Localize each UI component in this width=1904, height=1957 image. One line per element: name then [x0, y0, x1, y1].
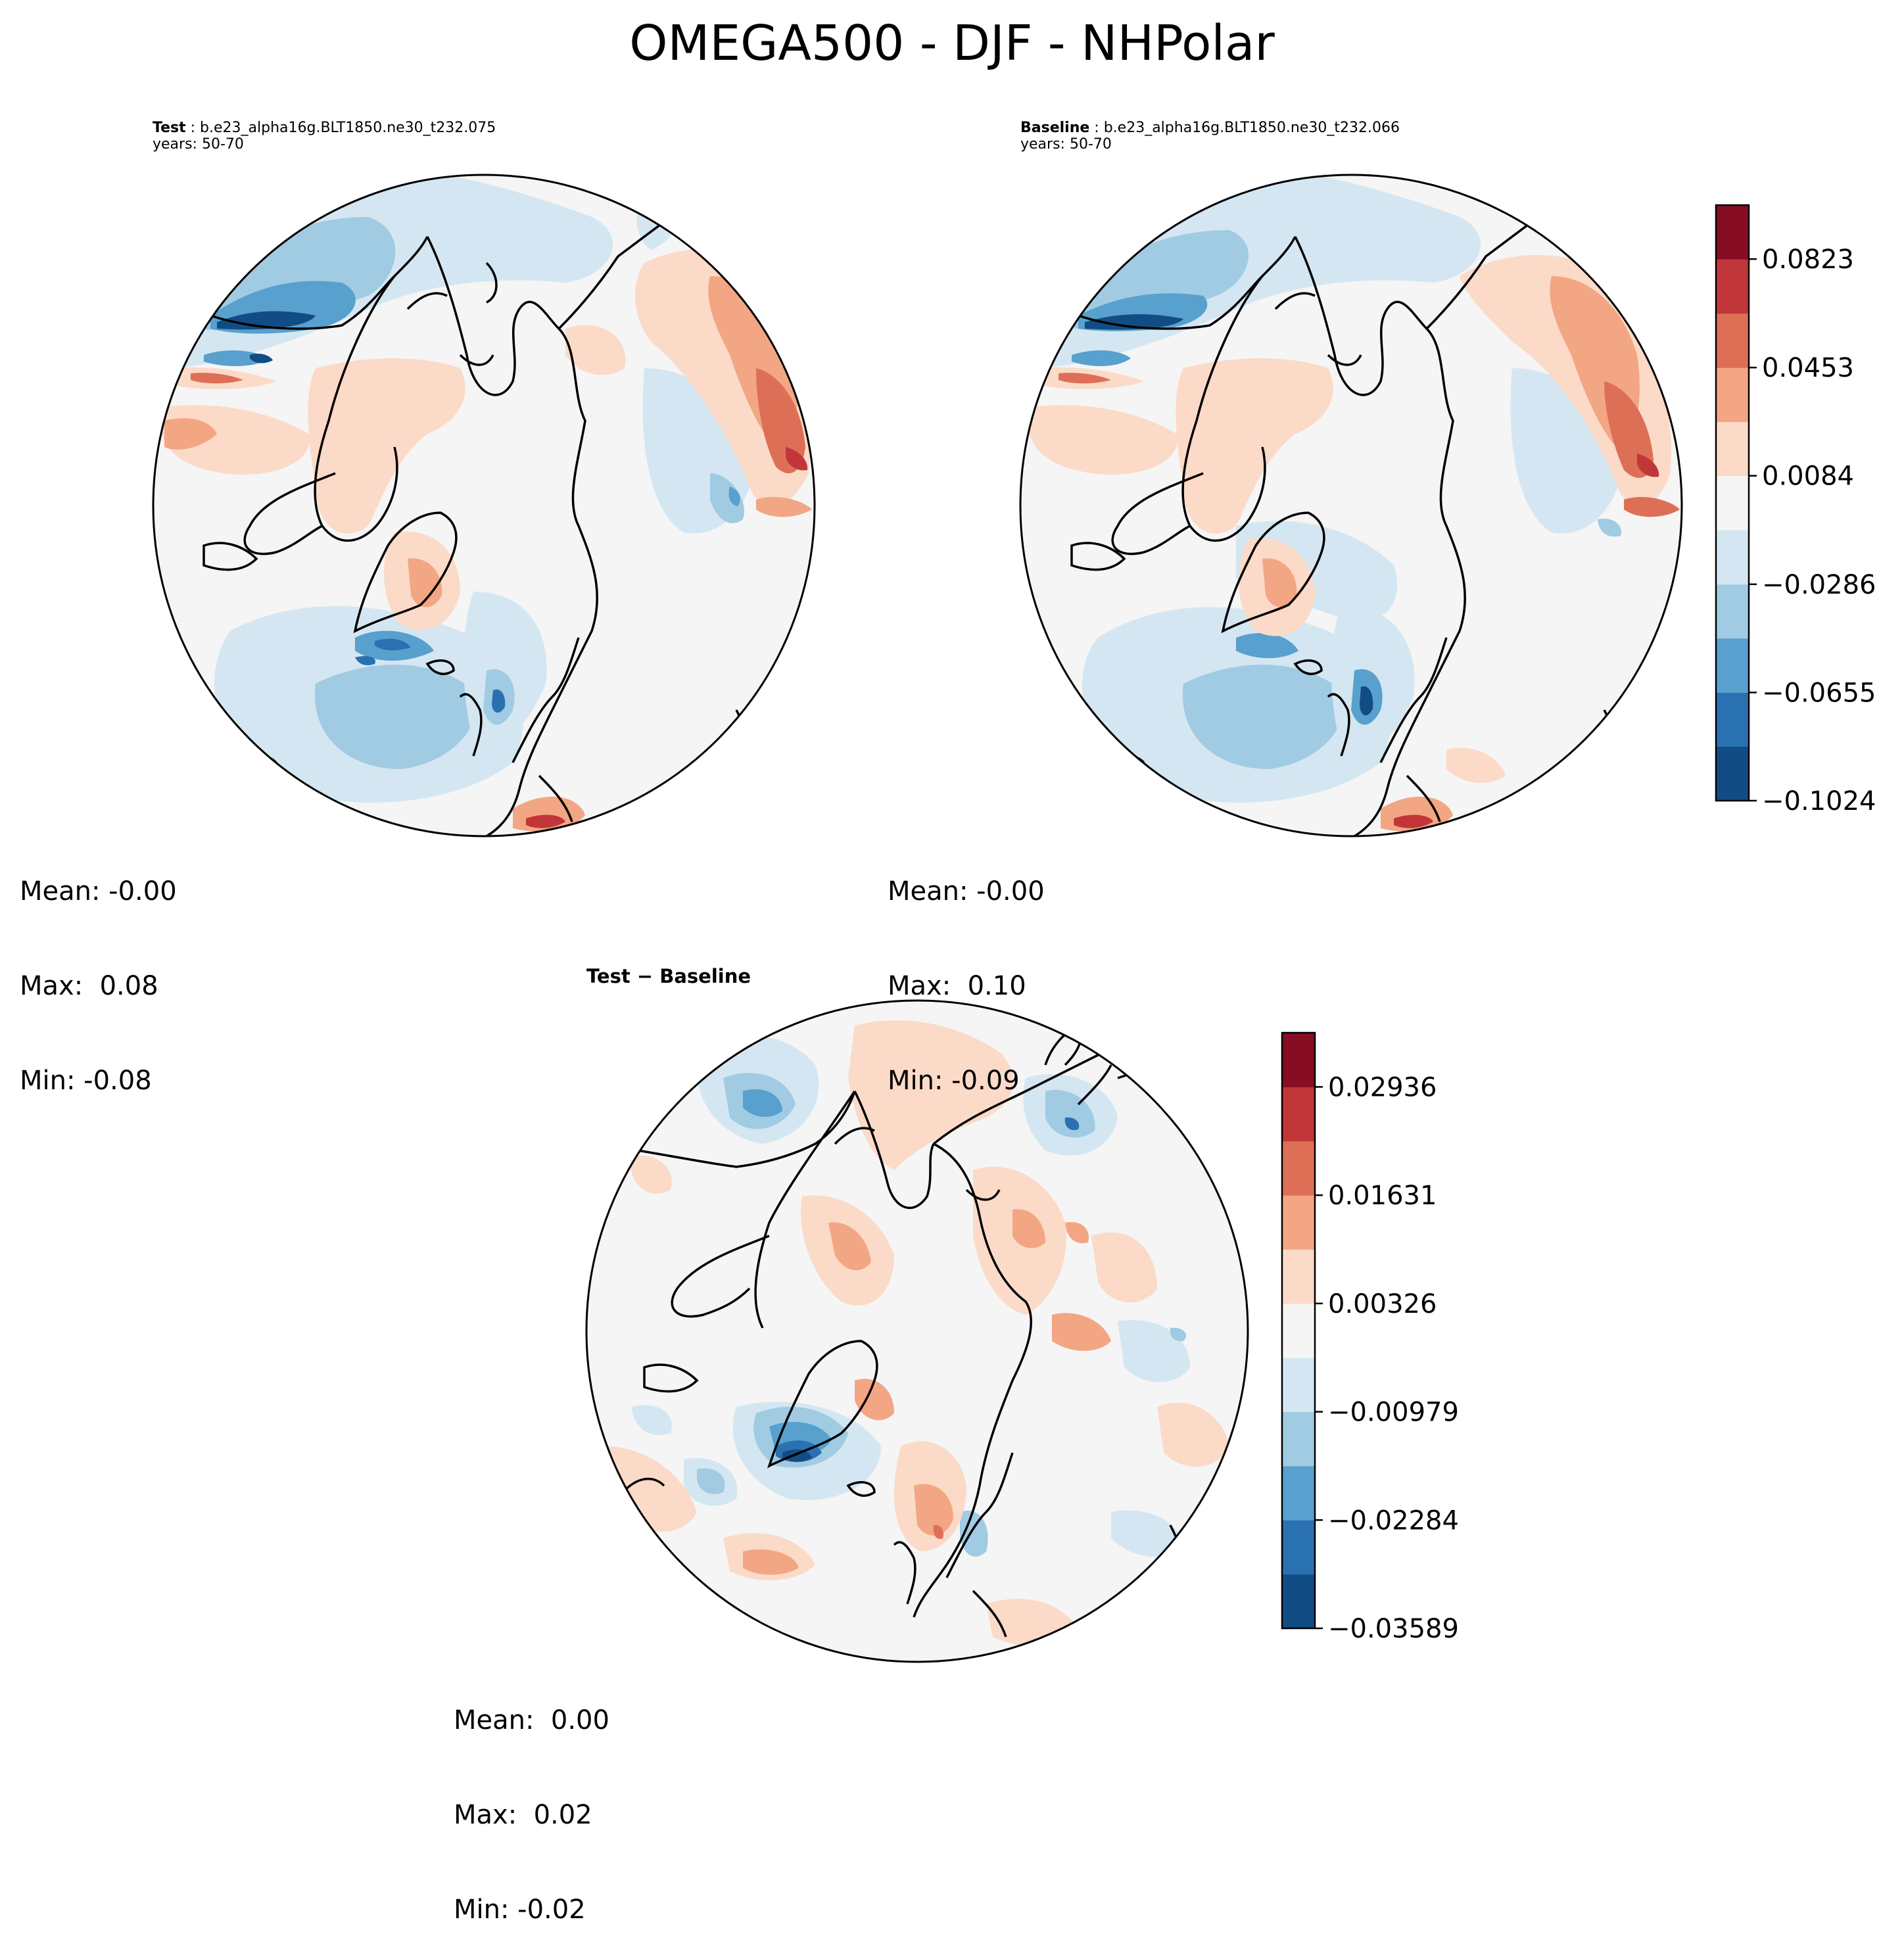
diff-map-field [586, 1001, 1248, 1662]
diff-colorbar-tick-label: 0.01631 [1328, 1181, 1437, 1211]
main-colorbar-segment [1716, 421, 1749, 477]
diff-colorbar: −0.03589 −0.02284 −0.00979 0.00326 0.01631 0.… [1281, 1031, 1459, 1644]
test-years: years: 50-70 [153, 136, 244, 153]
test-min: Min: -0.08 [20, 1066, 152, 1096]
main-colorbar-tick-label: 0.0084 [1762, 461, 1854, 492]
test-case-name: b.e23_alpha16g.BLT1850.ne30_t232.075 [200, 120, 496, 136]
main-colorbar-segment [1716, 692, 1749, 747]
main-colorbar-tick-label: −0.1024 [1762, 786, 1876, 816]
main-colorbar-segment [1716, 313, 1749, 368]
diff-map-boundary [585, 999, 1249, 1663]
diff-colorbar-tick-label: 0.00326 [1328, 1289, 1437, 1319]
diff-colorbar-tick-label: 0.02936 [1328, 1072, 1437, 1102]
main-colorbar-tick-label: 0.0823 [1762, 245, 1854, 275]
diff-colorbar-segment [1282, 1574, 1315, 1629]
diff-colorbar-frame [1281, 1031, 1316, 1630]
figure-canvas: −0.1024−0.0655−0.02860.00840.04530.0823 … [152, 174, 1876, 1663]
diff-colorbar-segment [1282, 1249, 1315, 1304]
main-colorbar-segment [1716, 259, 1749, 314]
diff-colorbar-segment [1282, 1411, 1315, 1467]
main-colorbar-segment [1716, 475, 1749, 531]
test-panel-title: Test : b.e23_alpha16g.BLT1850.ne30_t232.… [153, 120, 496, 136]
diff-mean: Mean: 0.00 [454, 1705, 609, 1735]
main-colorbar-segment [1716, 367, 1749, 423]
test-label: Test [153, 120, 186, 136]
baseline-min: Min: -0.09 [888, 1066, 1020, 1096]
diff-colorbar-tick-label: −0.02284 [1328, 1505, 1459, 1536]
diff-colorbar-tick-label: −0.03589 [1328, 1614, 1459, 1644]
diff-colorbar-segment [1282, 1357, 1315, 1413]
baseline-map-field [1020, 175, 1682, 836]
test-map [152, 174, 816, 837]
diff-panel-title: Test − Baseline [586, 965, 751, 987]
baseline-mean: Mean: -0.00 [888, 876, 1045, 907]
baseline-map-boundary [1019, 174, 1683, 837]
diff-colorbar-tick-label: −0.00979 [1328, 1398, 1459, 1428]
main-colorbar-segment [1716, 584, 1749, 639]
test-map-field [153, 175, 815, 836]
baseline-panel-title: Baseline : b.e23_alpha16g.BLT1850.ne30_t… [1020, 120, 1400, 136]
main-colorbar-tick-label: −0.0286 [1762, 570, 1876, 600]
baseline-map [1019, 174, 1683, 837]
diff-colorbar-segment [1282, 1033, 1315, 1087]
diff-map [585, 999, 1249, 1663]
test-coastlines [202, 175, 747, 836]
diff-colorbar-segment [1282, 1195, 1315, 1250]
diff-colorbar-segment [1282, 1520, 1315, 1575]
main-colorbar-segment [1716, 530, 1749, 585]
figure-title: OMEGA500 - DJF - NHPolar [629, 15, 1275, 72]
main-colorbar: −0.1024 −0.0655 −0.0286 0.0084 0.0453 0.0823 [1715, 204, 1876, 816]
baseline-stats: Mean: -0.00 Max: 0.10 Min: -0.09 [888, 813, 1045, 1128]
diff-colorbar-segment [1282, 1087, 1315, 1142]
diff-colorbar-segment [1282, 1303, 1315, 1358]
test-max: Max: 0.08 [20, 971, 158, 1001]
main-colorbar-tick-label: 0.0453 [1762, 353, 1854, 383]
baseline-label: Baseline [1020, 120, 1090, 136]
diff-colorbar-segment [1282, 1141, 1315, 1196]
test-map-boundary [152, 174, 816, 837]
diff-colorbar-segment [1282, 1465, 1315, 1521]
diff-max: Max: 0.02 [454, 1800, 592, 1830]
baseline-years: years: 50-70 [1020, 136, 1112, 153]
main-colorbar-segment [1716, 746, 1749, 801]
test-mean: Mean: -0.00 [20, 876, 177, 907]
test-stats: Mean: -0.00 Max: 0.08 Min: -0.08 [20, 813, 177, 1128]
main-colorbar-frame [1715, 204, 1750, 802]
main-colorbar-tick-label: −0.0655 [1762, 678, 1876, 708]
baseline-case-name: b.e23_alpha16g.BLT1850.ne30_t232.066 [1103, 120, 1400, 136]
baseline-max: Max: 0.10 [888, 971, 1026, 1001]
main-colorbar-segment [1716, 638, 1749, 693]
main-colorbar-segment [1716, 205, 1749, 260]
diff-min: Min: -0.02 [454, 1895, 586, 1925]
diff-stats: Mean: 0.00 Max: 0.02 Min: -0.02 [454, 1641, 609, 1957]
